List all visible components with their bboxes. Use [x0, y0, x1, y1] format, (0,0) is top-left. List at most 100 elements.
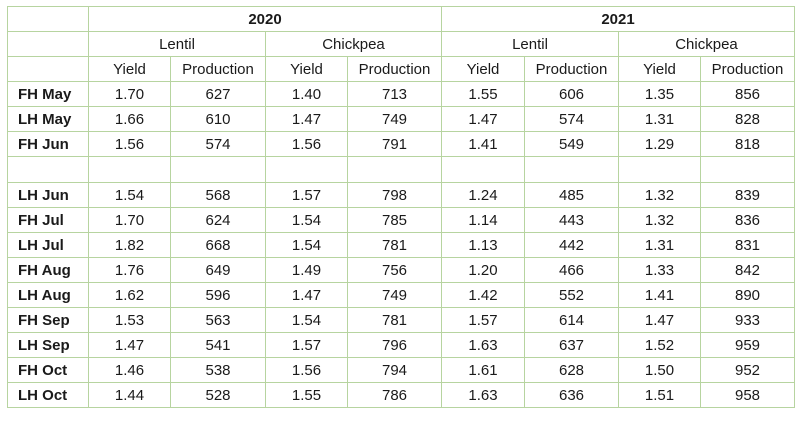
- data-cell: 1.31: [618, 232, 701, 258]
- data-cell: 614: [524, 307, 619, 333]
- data-cell: 1.49: [265, 257, 348, 283]
- data-cell: 485: [524, 182, 619, 208]
- data-cell: 1.54: [265, 232, 348, 258]
- data-cell: 1.31: [618, 106, 701, 132]
- data-cell: 443: [524, 207, 619, 233]
- row-label: FH Oct: [7, 357, 89, 383]
- data-cell: 1.47: [265, 282, 348, 308]
- data-cell: 596: [170, 282, 266, 308]
- table-row: LH May 1.66 610 1.47 749 1.47 574 1.31 828: [7, 106, 795, 132]
- data-cell: 842: [700, 257, 795, 283]
- data-cell: 1.33: [618, 257, 701, 283]
- data-cell: 749: [347, 106, 442, 132]
- data-cell: 1.66: [88, 106, 171, 132]
- data-cell: 794: [347, 357, 442, 383]
- data-cell: 1.47: [88, 332, 171, 358]
- crop-header: Chickpea: [265, 31, 442, 57]
- data-cell: 1.14: [441, 207, 525, 233]
- table-row: LH Aug 1.62 596 1.47 749 1.42 552 1.41 890: [7, 282, 795, 308]
- data-cell: 606: [524, 81, 619, 107]
- measure-header: Yield: [265, 56, 348, 82]
- data-cell: 1.47: [441, 106, 525, 132]
- table-row: LH Jun 1.54 568 1.57 798 1.24 485 1.32 839: [7, 182, 795, 208]
- data-cell: 528: [170, 382, 266, 408]
- data-cell: 1.54: [265, 307, 348, 333]
- data-cell: 1.53: [88, 307, 171, 333]
- data-cell: 1.55: [265, 382, 348, 408]
- data-cell: 1.57: [441, 307, 525, 333]
- empty-cell: [441, 156, 525, 183]
- row-label: LH Oct: [7, 382, 89, 408]
- data-cell: 1.54: [88, 182, 171, 208]
- data-cell: 1.52: [618, 332, 701, 358]
- row-label: LH Aug: [7, 282, 89, 308]
- data-cell: 1.29: [618, 131, 701, 157]
- data-cell: 1.35: [618, 81, 701, 107]
- data-cell: 1.56: [88, 131, 171, 157]
- empty-cell: [700, 156, 795, 183]
- data-cell: 552: [524, 282, 619, 308]
- data-cell: 1.54: [265, 207, 348, 233]
- data-cell: 828: [700, 106, 795, 132]
- data-cell: 1.47: [618, 307, 701, 333]
- data-cell: 649: [170, 257, 266, 283]
- data-cell: 1.41: [618, 282, 701, 308]
- data-cell: 563: [170, 307, 266, 333]
- empty-cell: [7, 156, 89, 183]
- data-cell: 791: [347, 131, 442, 157]
- data-cell: 442: [524, 232, 619, 258]
- table-row: LH Oct 1.44 528 1.55 786 1.63 636 1.51 958: [7, 382, 795, 408]
- data-cell: 574: [524, 106, 619, 132]
- data-cell: 1.70: [88, 81, 171, 107]
- data-cell: 541: [170, 332, 266, 358]
- crop-header: Lentil: [88, 31, 266, 57]
- row-label: LH May: [7, 106, 89, 132]
- data-cell: 668: [170, 232, 266, 258]
- data-cell: 1.50: [618, 357, 701, 383]
- data-cell: 1.63: [441, 382, 525, 408]
- data-cell: 1.63: [441, 332, 525, 358]
- data-cell: 796: [347, 332, 442, 358]
- table-row: LH Jul 1.82 668 1.54 781 1.13 442 1.31 831: [7, 232, 795, 258]
- measure-header: Production: [347, 56, 442, 82]
- table-row: FH Oct 1.46 538 1.56 794 1.61 628 1.50 952: [7, 357, 795, 383]
- measure-header: Yield: [618, 56, 701, 82]
- data-cell: 624: [170, 207, 266, 233]
- data-cell: 1.41: [441, 131, 525, 157]
- year-header: 2021: [441, 6, 795, 32]
- row-label: FH Jun: [7, 131, 89, 157]
- row-label: FH Aug: [7, 257, 89, 283]
- data-cell: 628: [524, 357, 619, 383]
- data-cell: 538: [170, 357, 266, 383]
- empty-cell: [170, 156, 266, 183]
- data-cell: 836: [700, 207, 795, 233]
- data-cell: 798: [347, 182, 442, 208]
- data-cell: 786: [347, 382, 442, 408]
- data-cell: 1.62: [88, 282, 171, 308]
- empty-cell: [524, 156, 619, 183]
- data-cell: 1.56: [265, 131, 348, 157]
- crop-header: Lentil: [441, 31, 619, 57]
- data-cell: 1.76: [88, 257, 171, 283]
- table-row: FH Jul 1.70 624 1.54 785 1.14 443 1.32 836: [7, 207, 795, 233]
- empty-cell: [347, 156, 442, 183]
- empty-cell: [88, 156, 171, 183]
- measure-header: Production: [170, 56, 266, 82]
- table-row: FH Sep 1.53 563 1.54 781 1.57 614 1.47 933: [7, 307, 795, 333]
- data-cell: 1.51: [618, 382, 701, 408]
- data-cell: 1.82: [88, 232, 171, 258]
- measure-header: Production: [700, 56, 795, 82]
- data-cell: 933: [700, 307, 795, 333]
- data-cell: 952: [700, 357, 795, 383]
- data-cell: 466: [524, 257, 619, 283]
- data-cell: 1.55: [441, 81, 525, 107]
- table-row: FH May 1.70 627 1.40 713 1.55 606 1.35 856: [7, 81, 795, 107]
- header-row-crops: Lentil Chickpea Lentil Chickpea: [7, 31, 795, 57]
- data-cell: 959: [700, 332, 795, 358]
- data-cell: 627: [170, 81, 266, 107]
- spacer-row: [7, 156, 795, 183]
- data-cell: 1.56: [265, 357, 348, 383]
- corner-cell: [7, 31, 89, 57]
- row-label: FH Sep: [7, 307, 89, 333]
- data-cell: 1.44: [88, 382, 171, 408]
